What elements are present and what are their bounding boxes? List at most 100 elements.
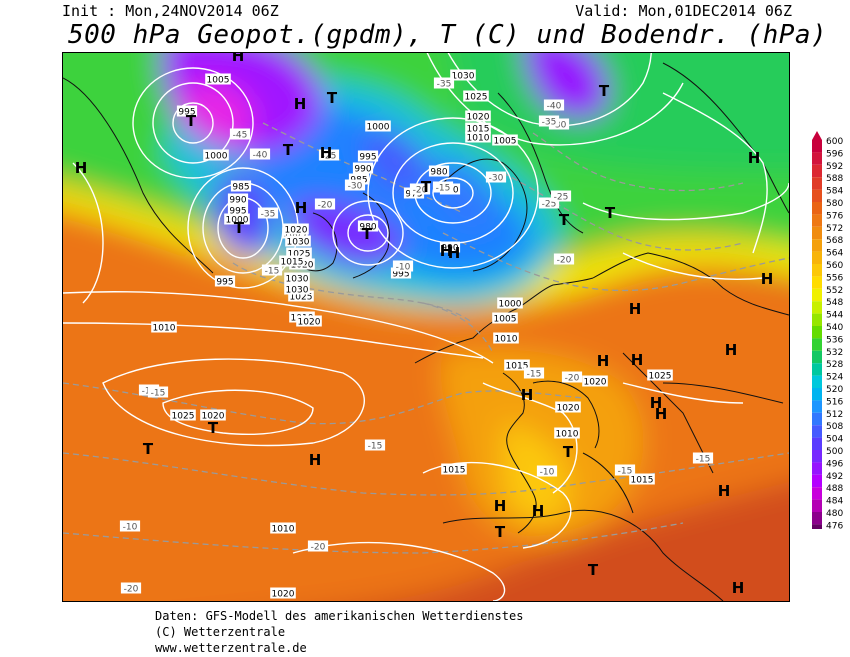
temp-label-bg bbox=[538, 115, 560, 127]
legend-swatch bbox=[812, 412, 822, 426]
pressure-label: 1015 bbox=[443, 466, 466, 476]
temperature-labels: -45-40-35-30-25-20-15-10-20-15-25-30-35-… bbox=[119, 77, 714, 595]
legend-value: 484 bbox=[826, 497, 843, 507]
legend-swatch bbox=[812, 214, 822, 227]
pressure-label-bg bbox=[352, 162, 374, 174]
pressure-label: 1025 bbox=[288, 250, 311, 260]
pressure-label-bg bbox=[450, 69, 476, 81]
weather-map[interactable]: 1005995100098599099510001005101099510301… bbox=[62, 52, 790, 602]
low-pressure-center: T bbox=[563, 443, 574, 461]
temp-label: -40 bbox=[253, 151, 268, 161]
legend-value: 520 bbox=[826, 385, 843, 395]
high-pressure-center: H bbox=[295, 199, 308, 217]
temp-label-bg bbox=[553, 253, 575, 265]
legend-swatch bbox=[812, 512, 822, 525]
temp-label: -25 bbox=[542, 200, 557, 210]
temp-label-bg bbox=[119, 520, 141, 532]
legend-swatch bbox=[812, 487, 822, 500]
temp-label: -35 bbox=[437, 80, 452, 90]
legend-value: 580 bbox=[826, 199, 843, 209]
temp-label-bg bbox=[261, 264, 283, 276]
legend-swatch bbox=[812, 462, 822, 475]
temp-label-bg bbox=[249, 148, 271, 160]
legend-swatch bbox=[812, 140, 822, 153]
temperature-isolines bbox=[63, 122, 789, 554]
temp-label-bg bbox=[614, 464, 636, 476]
pressure-label: 1020 bbox=[285, 226, 308, 236]
temp-label-bg bbox=[561, 371, 583, 383]
legend-value: 516 bbox=[826, 397, 843, 407]
legend-swatch bbox=[812, 400, 822, 413]
temp-label-bg bbox=[120, 582, 142, 594]
pressure-label-bg bbox=[279, 255, 305, 267]
pressure-label-bg bbox=[554, 427, 580, 439]
pressure-label-bg bbox=[357, 220, 379, 232]
high-pressure-center: H bbox=[448, 244, 461, 262]
temp-label: -45 bbox=[233, 131, 248, 141]
pressure-label-bg bbox=[428, 165, 450, 177]
pressure-label-bg bbox=[504, 359, 530, 371]
pressure-label-bg bbox=[288, 290, 314, 302]
legend-swatch bbox=[812, 264, 822, 277]
temp-label-bg bbox=[432, 181, 454, 193]
pressure-label: 1030 bbox=[287, 238, 310, 248]
pressure-label-bg bbox=[465, 110, 491, 122]
legend-value: 476 bbox=[826, 521, 843, 529]
high-pressure-center: H bbox=[629, 300, 642, 318]
legend-value: 524 bbox=[826, 373, 843, 383]
color-legend: 600 596 592 588 584 580 576 572 568 564 560 556 552 5… bbox=[812, 131, 843, 529]
low-pressure-center: T bbox=[327, 89, 338, 107]
pressure-label: 1030 bbox=[452, 72, 475, 82]
legend-swatch bbox=[812, 152, 822, 165]
temp-label: -15 bbox=[151, 389, 166, 399]
legend-value: 500 bbox=[826, 447, 843, 457]
legend-value: 544 bbox=[826, 311, 843, 321]
legend-value: 568 bbox=[826, 236, 843, 246]
temp-label-bg bbox=[409, 183, 431, 195]
pressure-label-bg bbox=[463, 90, 489, 102]
temp-label-bg bbox=[318, 149, 340, 161]
legend-value: 488 bbox=[826, 484, 843, 494]
low-pressure-center: T bbox=[421, 178, 432, 196]
legend-value: 492 bbox=[826, 472, 843, 482]
pressure-label-bg bbox=[492, 312, 518, 324]
legend-swatch bbox=[812, 474, 822, 488]
legend-value: 564 bbox=[826, 249, 843, 259]
footer-url[interactable]: www.wetterzentrale.de bbox=[155, 641, 307, 655]
legend-swatch bbox=[812, 313, 822, 326]
pressure-labels: 1005995100098599099510001005101099510301… bbox=[151, 69, 673, 600]
temp-label: -25 bbox=[554, 193, 569, 203]
temp-label-bg bbox=[307, 540, 329, 552]
legend-value: 600 bbox=[826, 137, 843, 147]
pressure-label-bg bbox=[296, 315, 322, 327]
high-pressure-center: H bbox=[748, 149, 761, 167]
high-pressure-center: H bbox=[732, 579, 745, 597]
temp-label: -25 bbox=[322, 152, 337, 162]
temp-label-bg bbox=[314, 198, 336, 210]
pressure-label-bg bbox=[582, 375, 608, 387]
low-pressure-center: T bbox=[362, 225, 373, 243]
pressure-label-bg bbox=[647, 369, 673, 381]
temp-label-bg bbox=[550, 190, 572, 202]
legend-swatch bbox=[812, 226, 822, 240]
pressure-label-bg bbox=[205, 73, 231, 85]
pressure-label: 1015 bbox=[631, 476, 654, 486]
temp-label: -30 bbox=[348, 182, 363, 192]
legend-swatch bbox=[812, 437, 822, 450]
pressure-label-bg bbox=[224, 213, 250, 225]
pressure-label-bg bbox=[151, 321, 177, 333]
low-pressure-center: T bbox=[143, 440, 154, 458]
legend-value: 532 bbox=[826, 348, 843, 358]
isobars bbox=[63, 53, 789, 601]
pressure-label-bg bbox=[465, 131, 491, 143]
low-pressure-center: T bbox=[605, 204, 616, 222]
pressure-label: 1010 bbox=[467, 134, 490, 144]
pressure-label-bg bbox=[555, 401, 581, 413]
pressure-label-bg bbox=[439, 241, 461, 253]
legend-value: 572 bbox=[826, 224, 843, 234]
legend-value: 508 bbox=[826, 422, 843, 432]
high-pressure-center: H bbox=[650, 394, 663, 412]
legend-value: 552 bbox=[826, 286, 843, 296]
high-pressure-center: H bbox=[532, 502, 545, 520]
